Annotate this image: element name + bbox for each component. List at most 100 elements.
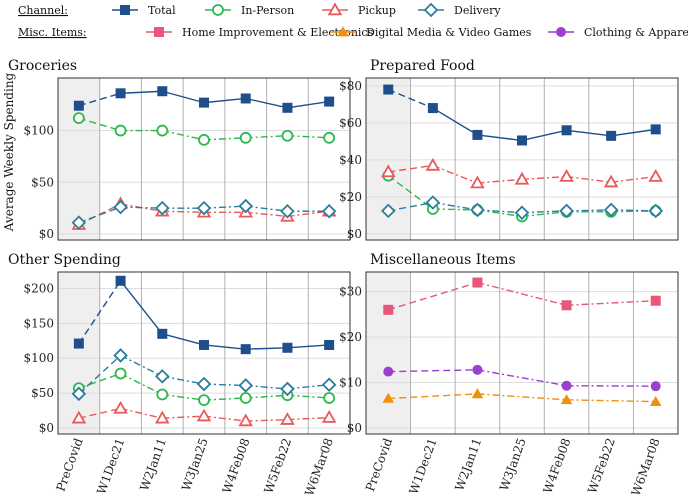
legend-marker-triangle — [327, 2, 343, 16]
series-segment — [388, 164, 433, 173]
x-tick-label: W5Feb22 — [261, 436, 294, 495]
y-tick-label: $80 — [339, 79, 362, 93]
data-point — [650, 124, 661, 135]
data-point — [115, 275, 126, 286]
data-point — [514, 171, 530, 185]
data-point — [73, 338, 84, 349]
series-segment — [245, 97, 288, 109]
data-point — [240, 344, 251, 355]
x-tick-label: W6Mar08 — [302, 436, 336, 498]
data-point — [114, 367, 127, 380]
legend-label: Clothing & Apparel — [584, 26, 688, 39]
series-segment — [120, 280, 163, 335]
data-point — [157, 328, 168, 339]
x-tick-label: W1Dec21 — [406, 436, 439, 496]
series-segment — [203, 97, 246, 104]
data-point — [156, 124, 169, 137]
series-segment — [245, 384, 288, 390]
data-point — [472, 364, 483, 375]
legend-label: Total — [148, 4, 176, 17]
y-tick-label: $0 — [39, 227, 54, 241]
legend-label: Pickup — [358, 4, 396, 17]
series-segment — [162, 333, 205, 346]
series-segment — [245, 135, 288, 139]
data-point — [71, 410, 87, 424]
data-point — [382, 392, 395, 403]
legend-marker-diamond — [423, 2, 439, 18]
data-point — [383, 304, 394, 315]
data-point — [427, 103, 438, 114]
data-point — [321, 203, 337, 219]
data-point — [381, 203, 396, 219]
data-point — [561, 380, 572, 391]
legend-label: In-Person — [241, 4, 294, 17]
series-segment — [245, 205, 288, 212]
data-point — [155, 200, 170, 216]
series-segment — [566, 129, 612, 137]
data-point — [157, 86, 168, 97]
x-tick-label: W2Jan11 — [137, 436, 169, 492]
plot-background — [366, 272, 678, 434]
data-point — [561, 300, 572, 311]
series-segment — [78, 372, 121, 389]
legend-marker-circle — [212, 4, 224, 16]
series-segment — [203, 344, 246, 350]
data-point — [321, 409, 337, 423]
x-tick-label: W3Jan25 — [497, 436, 529, 492]
panel-1: Prepared Food $0 $20 $40 $60 $80 — [339, 58, 679, 241]
series-segment — [388, 369, 478, 373]
series-segment — [388, 201, 433, 212]
y-tick-label: $0 — [347, 421, 362, 435]
series-segment — [203, 415, 246, 422]
data-point — [280, 412, 295, 425]
series-segment — [245, 418, 288, 422]
series-segment — [388, 88, 434, 109]
series-segment — [287, 100, 330, 109]
data-point — [72, 112, 85, 125]
x-tick-label: W4Feb08 — [540, 436, 573, 495]
data-point — [603, 202, 619, 218]
x-tick-label: PreCovid — [363, 436, 395, 493]
series-segment — [162, 90, 205, 104]
series-segment — [388, 281, 478, 311]
data-point — [282, 102, 293, 113]
panel-frame — [57, 271, 351, 435]
series-segment — [245, 211, 288, 218]
series-segment — [287, 384, 330, 390]
data-point — [280, 381, 295, 397]
series-segment — [78, 280, 122, 344]
y-tick-label: $200 — [23, 281, 54, 295]
data-point — [238, 198, 253, 214]
data-point — [156, 388, 169, 401]
data-point — [425, 195, 441, 210]
x-tick-label: W4Feb08 — [220, 436, 253, 495]
y-tick-label: $20 — [339, 330, 362, 344]
data-point — [650, 381, 661, 392]
data-point — [71, 215, 87, 230]
series-segment — [287, 135, 330, 139]
data-point — [560, 394, 573, 405]
data-point — [113, 348, 128, 363]
data-point — [648, 169, 664, 182]
x-tick-label: PreCovid — [53, 436, 85, 493]
legend-marker-square — [154, 27, 164, 37]
precovid-shade — [366, 272, 411, 434]
data-point — [561, 125, 572, 136]
series-segment — [78, 92, 121, 107]
data-point — [115, 88, 126, 99]
y-tick-label: $100 — [23, 124, 54, 138]
legend-channel-heading: Channel: — [18, 4, 68, 17]
data-point — [470, 175, 485, 189]
y-tick-label: $50 — [31, 386, 54, 400]
data-point — [199, 97, 209, 108]
legend-misc-heading: Misc. Items: — [18, 26, 87, 39]
data-point — [559, 169, 574, 182]
panel-frame — [57, 77, 351, 241]
series-segment — [477, 134, 523, 142]
series-segment — [162, 393, 205, 401]
series-segment — [78, 117, 121, 132]
data-point — [280, 203, 295, 219]
data-point — [650, 295, 661, 306]
data-point — [470, 202, 485, 218]
data-point — [196, 376, 212, 392]
